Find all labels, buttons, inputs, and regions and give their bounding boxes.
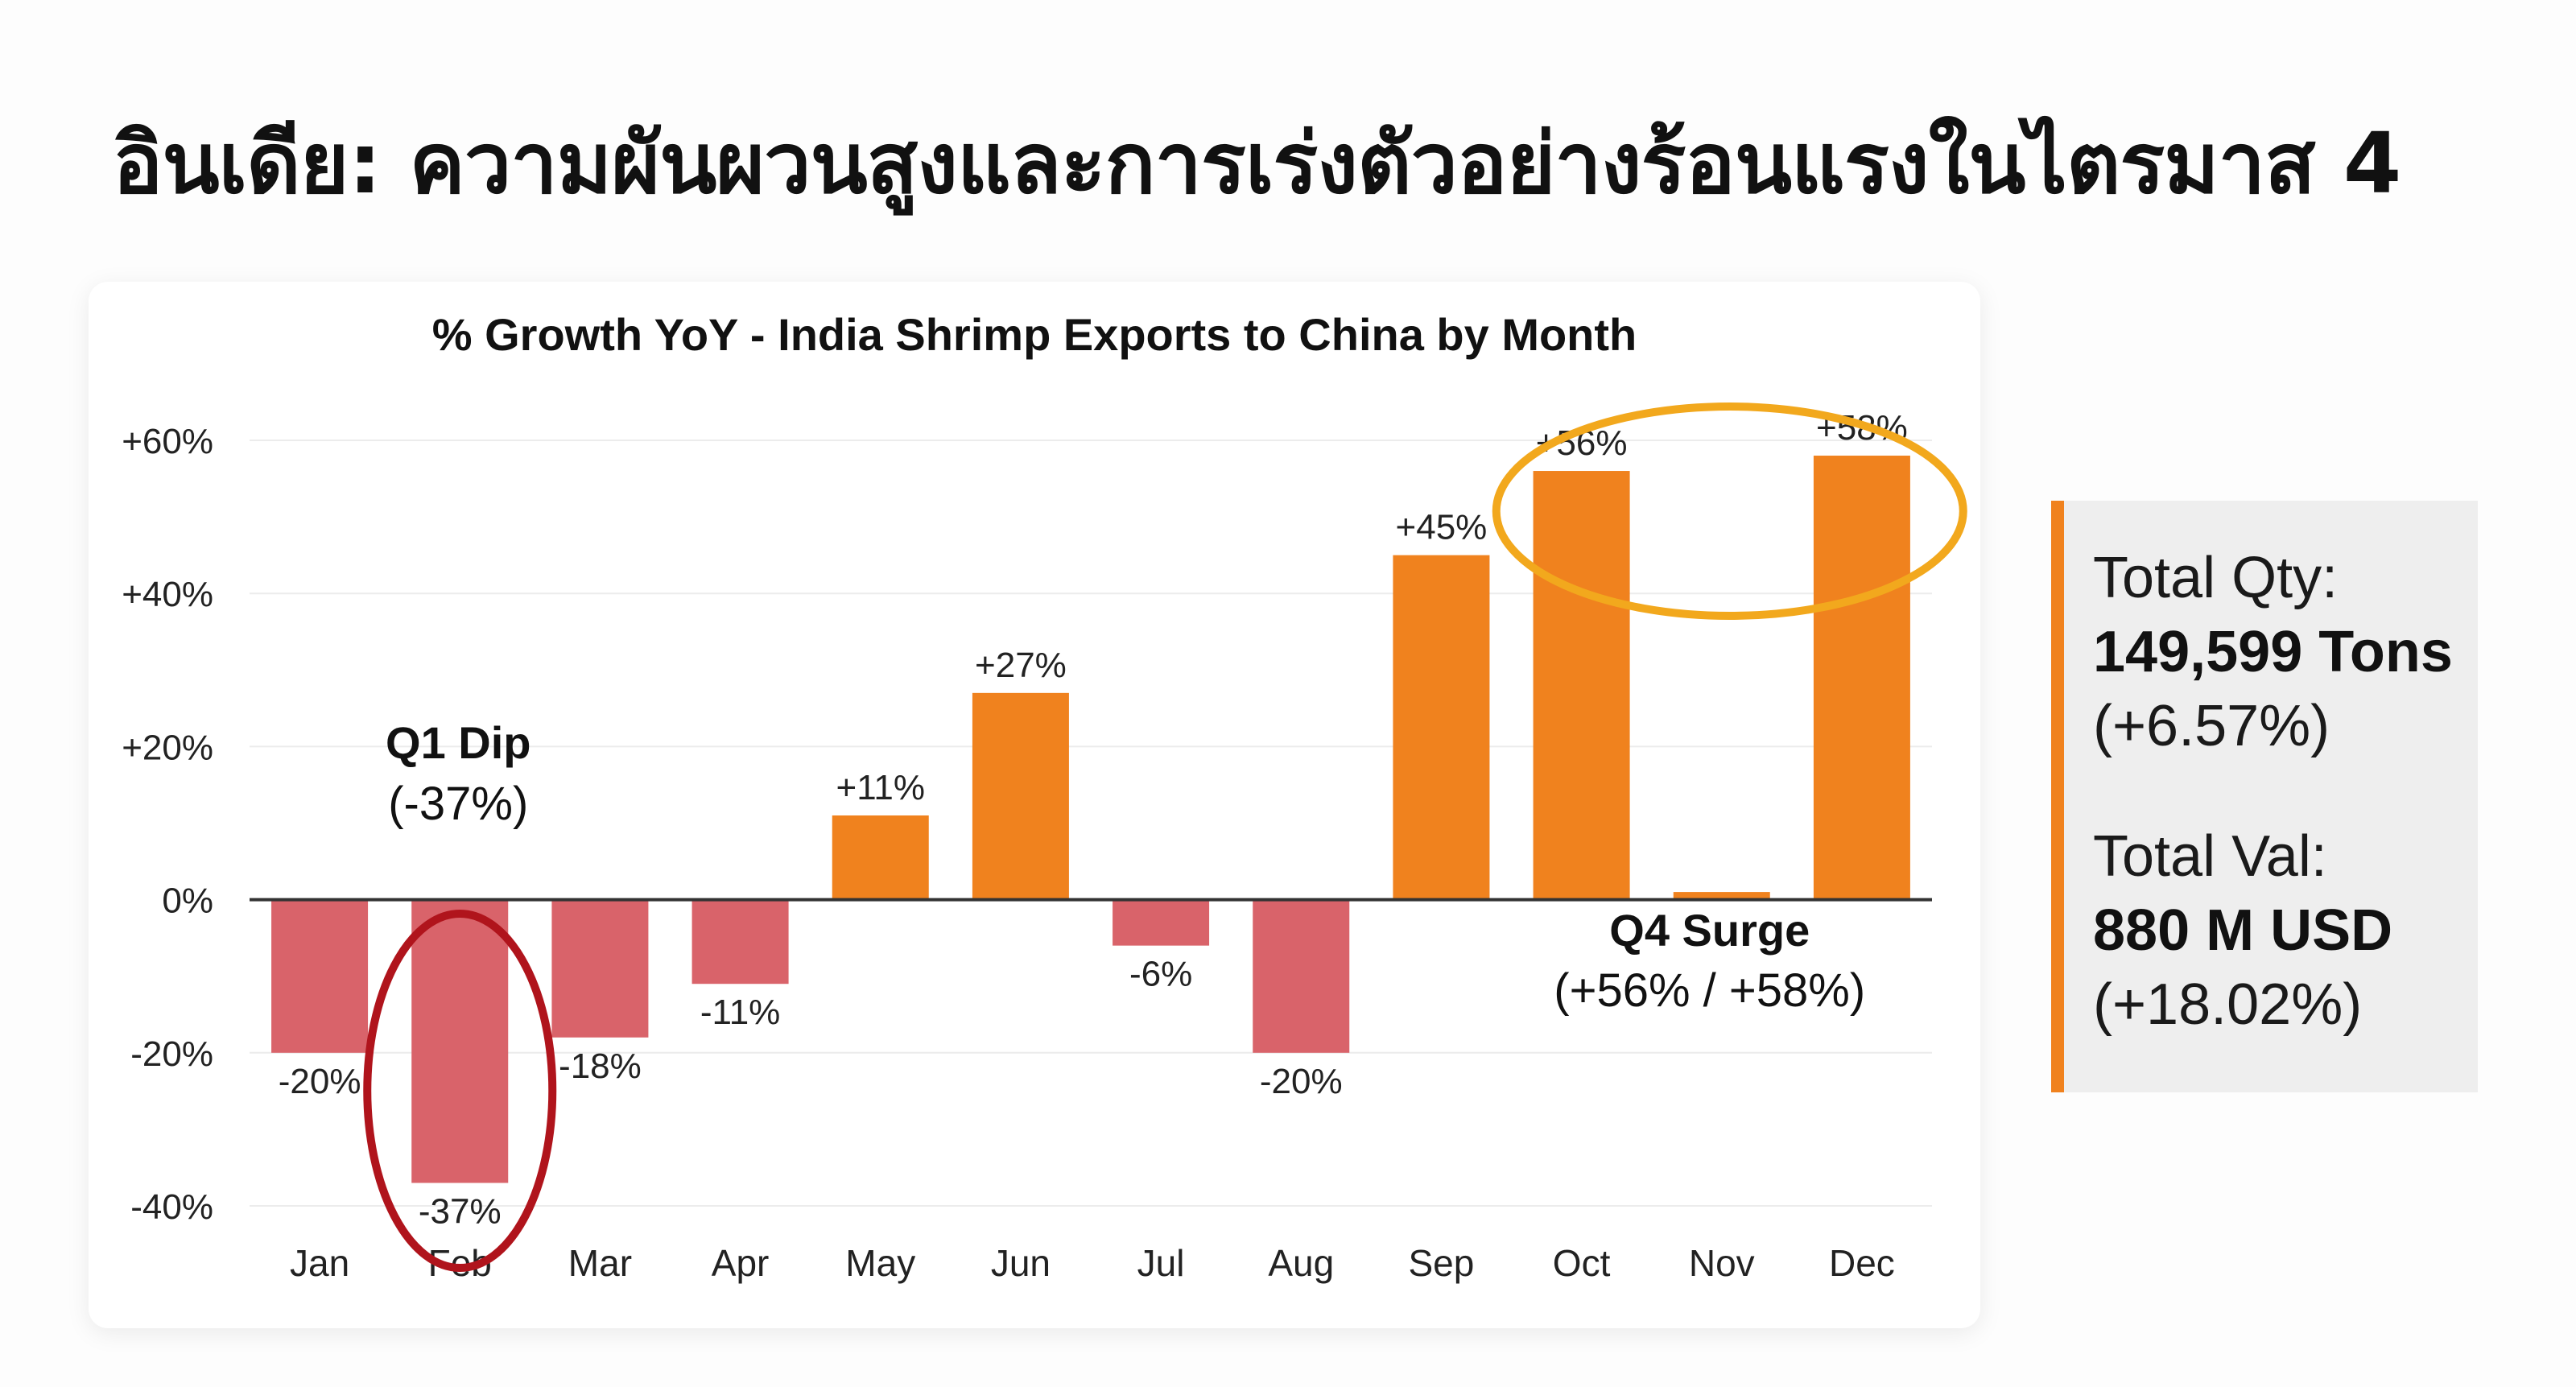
x-tick-label: Apr <box>712 1242 770 1284</box>
data-label-jan: -20% <box>279 1062 361 1101</box>
data-label-aug: -20% <box>1260 1062 1343 1101</box>
total-qty-value: 149,599 Tons <box>2093 620 2453 684</box>
total-val-value: 880 M USD <box>2093 898 2393 963</box>
total-qty-change: (+6.57%) <box>2093 694 2330 758</box>
data-label-jul: -6% <box>1129 955 1192 994</box>
data-label-sep: +45% <box>1396 508 1488 547</box>
total-val-label: Total Val: <box>2093 824 2327 889</box>
bar-jul <box>1113 899 1210 946</box>
y-tick-label: +20% <box>122 728 213 767</box>
y-tick-label: -40% <box>130 1187 213 1227</box>
x-tick-label: Aug <box>1268 1242 1334 1284</box>
x-tick-label: Dec <box>1829 1242 1895 1284</box>
bar-jan <box>271 899 369 1053</box>
bar-may <box>832 815 929 900</box>
data-label-feb: -37% <box>419 1191 502 1231</box>
bar-jun <box>972 692 1069 900</box>
data-label-jun: +27% <box>975 646 1067 685</box>
chart-title: % Growth YoY - India Shrimp Exports to C… <box>432 309 1637 360</box>
page-title: อินเดีย: ความผันผวนสูงและการเร่งตัวอย่าง… <box>113 114 2401 213</box>
bar-feb <box>411 899 509 1183</box>
q4-annotation-detail: (+56% / +58%) <box>1554 964 1865 1017</box>
x-tick-label: Jan <box>290 1242 349 1284</box>
x-tick-label: Nov <box>1689 1242 1755 1284</box>
chart-card: % Growth YoY - India Shrimp Exports to C… <box>89 282 1980 1328</box>
y-tick-label: 0% <box>162 881 213 921</box>
total-qty-label: Total Qty: <box>2093 546 2339 610</box>
x-tick-label: Jun <box>991 1242 1051 1284</box>
total-val-block: Total Val: 880 M USD (+18.02%) <box>2093 819 2478 1042</box>
bar-mar <box>551 899 649 1038</box>
totals-panel: Total Qty: 149,599 Tons (+6.57%) Total V… <box>2051 501 2478 1092</box>
x-tick-label: May <box>845 1242 915 1284</box>
bar-nov <box>1673 892 1770 900</box>
data-label-may: +11% <box>836 768 926 807</box>
bar-apr <box>691 899 789 985</box>
q4-highlight-ellipse <box>1492 402 1967 620</box>
data-label-apr: -11% <box>700 993 780 1032</box>
x-tick-label: Oct <box>1553 1242 1611 1284</box>
x-tick-label: Mar <box>568 1242 632 1284</box>
total-val-change: (+18.02%) <box>2093 972 2363 1037</box>
bar-oct <box>1533 471 1630 900</box>
q1-annotation-title: Q1 Dip <box>386 717 530 768</box>
growth-bar-chart: % Growth YoY - India Shrimp Exports to C… <box>122 309 1967 1284</box>
q1-annotation-detail: (-37%) <box>388 778 528 830</box>
data-label-mar: -18% <box>559 1046 642 1086</box>
q1-highlight-ellipse <box>363 910 557 1272</box>
y-tick-label: +60% <box>122 422 213 461</box>
y-tick-label: -20% <box>130 1034 213 1074</box>
bar-sep <box>1393 555 1490 900</box>
bar-dec <box>1813 456 1910 900</box>
x-tick-label: Jul <box>1137 1242 1185 1284</box>
bar-aug <box>1253 899 1350 1053</box>
y-tick-label: +40% <box>122 575 213 614</box>
x-tick-label: Sep <box>1408 1242 1474 1284</box>
q4-annotation-title: Q4 Surge <box>1609 905 1810 956</box>
total-qty-block: Total Qty: 149,599 Tons (+6.57%) <box>2093 541 2478 763</box>
